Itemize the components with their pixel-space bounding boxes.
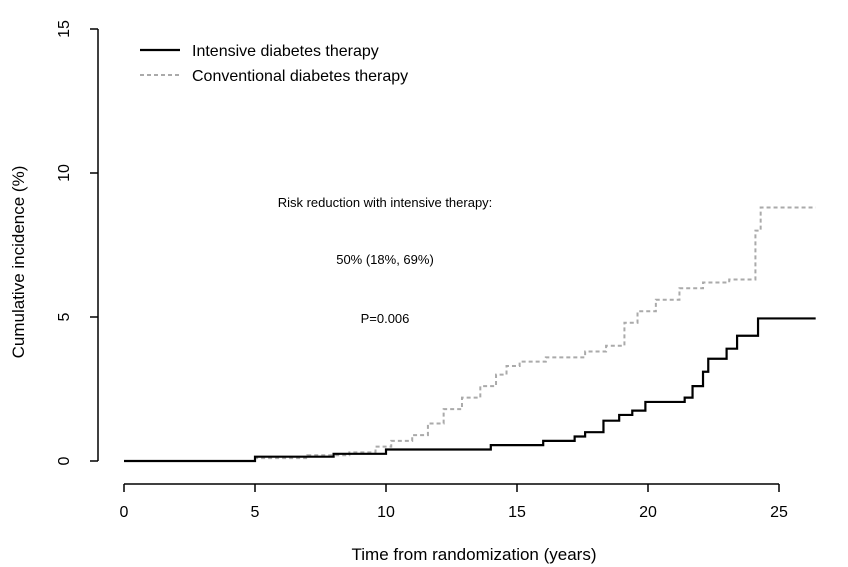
x-tick-label: 20 — [639, 504, 657, 521]
y-tick-label: 0 — [56, 456, 73, 465]
x-tick-label: 5 — [251, 504, 260, 521]
y-axis-label: Cumulative incidence (%) — [9, 166, 28, 359]
x-tick-label: 25 — [770, 504, 788, 521]
y-axis: 0 5 10 15 — [56, 20, 99, 465]
y-tick-label: 10 — [56, 164, 73, 182]
annotation-risk-reduction: Risk reduction with intensive therapy: — [278, 195, 493, 210]
y-tick-label: 5 — [56, 312, 73, 321]
legend-label-intensive: Intensive diabetes therapy — [192, 43, 379, 60]
series-line-conventional — [124, 206, 816, 462]
annotation-percent: 50% (18%, 69%) — [336, 252, 434, 267]
y-tick-label: 15 — [56, 20, 73, 38]
legend: Intensive diabetes therapy Conventional … — [140, 43, 408, 85]
x-axis-label: Time from randomization (years) — [352, 545, 597, 564]
series-line-intensive — [124, 317, 816, 463]
annotations: Risk reduction with intensive therapy: 5… — [278, 195, 493, 326]
legend-label-conventional: Conventional diabetes therapy — [192, 68, 408, 85]
x-tick-label: 10 — [377, 504, 395, 521]
x-tick-label: 15 — [508, 504, 526, 521]
annotation-p-value: P=0.006 — [361, 311, 410, 326]
series-layer — [124, 206, 816, 463]
x-axis: 0 5 10 15 20 25 — [120, 483, 788, 521]
x-tick-label: 0 — [120, 504, 129, 521]
